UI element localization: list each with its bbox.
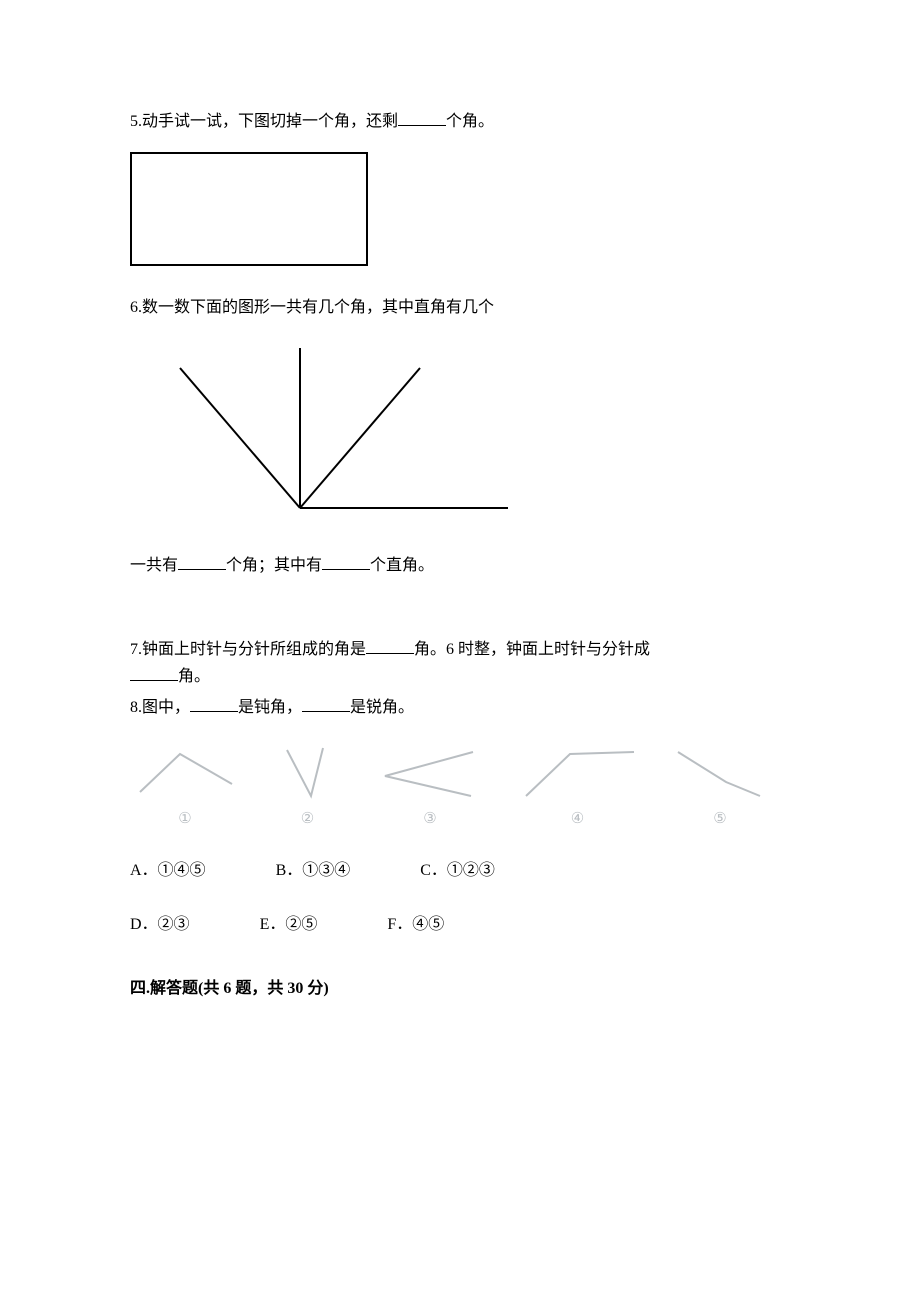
q5-blank[interactable] [398, 110, 446, 126]
q8-svg-2 [273, 742, 343, 802]
q8-text: 8.图中， 是钝角， 是锐角。 [130, 696, 790, 720]
q8-text-mid: 是钝角， [238, 699, 302, 716]
q8-blank-1[interactable] [190, 696, 238, 712]
q8-fig-4: ④ [518, 742, 638, 831]
q6-figure [130, 338, 790, 526]
q8-svg-5 [670, 742, 770, 802]
question-7: 7.钟面上时针与分针所组成的角是 角。6 时整，钟面上时针与分针成 角。 [130, 636, 790, 690]
q6-blank-1[interactable] [178, 554, 226, 570]
q8-option-f[interactable]: F．④⑤ [387, 913, 444, 937]
q5-rectangle-figure [130, 152, 368, 266]
section-4-title: 四.解答题(共 6 题，共 30 分) [130, 977, 790, 1001]
q6-svg [130, 338, 510, 518]
q6-fill-after: 个直角。 [370, 557, 434, 574]
q6-text: 6.数一数下面的图形一共有几个角，其中直角有几个 [130, 296, 790, 320]
q8-option-c[interactable]: C．①②③ [420, 859, 495, 883]
q6-fill-before1: 一共有 [130, 557, 178, 574]
q8-text-before: 8.图中， [130, 699, 190, 716]
q8-option-d[interactable]: D．②③ [130, 913, 190, 937]
question-5: 5.动手试一试，下图切掉一个角，还剩 个角。 [130, 110, 790, 266]
q8-options-row-1: A．①④⑤ B．①③④ C．①②③ [130, 859, 790, 883]
q7-part2-after: 角。 [178, 668, 210, 685]
q6-fill-mid: 个角；其中有 [226, 557, 322, 574]
q5-text: 5.动手试一试，下图切掉一个角，还剩 个角。 [130, 110, 790, 134]
q8-svg-4 [518, 742, 638, 802]
q8-text-after: 是锐角。 [350, 699, 414, 716]
q8-fig-5: ⑤ [670, 742, 770, 831]
q6-fill-line: 一共有 个角；其中有 个直角。 [130, 554, 790, 578]
q8-label-4: ④ [571, 808, 584, 831]
q7-part1-after: 角。6 时整，钟面上时针与分针成 [414, 641, 650, 658]
q8-fig-2: ② [273, 742, 343, 831]
q5-text-after: 个角。 [446, 113, 494, 130]
q7-blank-1[interactable] [366, 638, 414, 654]
question-8: 8.图中， 是钝角， 是锐角。 ① ② ③ ④ ⑤ A．①④⑤ B．①③④ C．①②… [130, 696, 790, 937]
q8-fig-3: ③ [375, 742, 485, 831]
q6-ray-1 [180, 368, 300, 508]
q6-blank-2[interactable] [322, 554, 370, 570]
q5-text-before: 5.动手试一试，下图切掉一个角，还剩 [130, 113, 398, 130]
q8-option-e[interactable]: E．②⑤ [260, 913, 318, 937]
q8-options-row-2: D．②③ E．②⑤ F．④⑤ [130, 913, 790, 937]
q8-label-5: ⑤ [713, 808, 726, 831]
q8-fig-1: ① [130, 742, 240, 831]
spacer [130, 602, 790, 636]
q7-part1-before: 7.钟面上时针与分针所组成的角是 [130, 641, 366, 658]
q8-label-3: ③ [423, 808, 436, 831]
q7-text: 7.钟面上时针与分针所组成的角是 角。6 时整，钟面上时针与分针成 角。 [130, 636, 790, 690]
q6-ray-3 [300, 368, 420, 508]
q8-option-a[interactable]: A．①④⑤ [130, 859, 206, 883]
q8-label-1: ① [178, 808, 191, 831]
q8-option-b[interactable]: B．①③④ [276, 859, 351, 883]
q8-svg-1 [130, 742, 240, 802]
q8-blank-2[interactable] [302, 696, 350, 712]
q7-blank-2[interactable] [130, 665, 178, 681]
q8-label-2: ② [301, 808, 314, 831]
q8-figures-row: ① ② ③ ④ ⑤ [130, 742, 770, 831]
question-6: 6.数一数下面的图形一共有几个角，其中直角有几个 一共有 个角；其中有 个直角。 [130, 296, 790, 578]
q8-svg-3 [375, 742, 485, 802]
